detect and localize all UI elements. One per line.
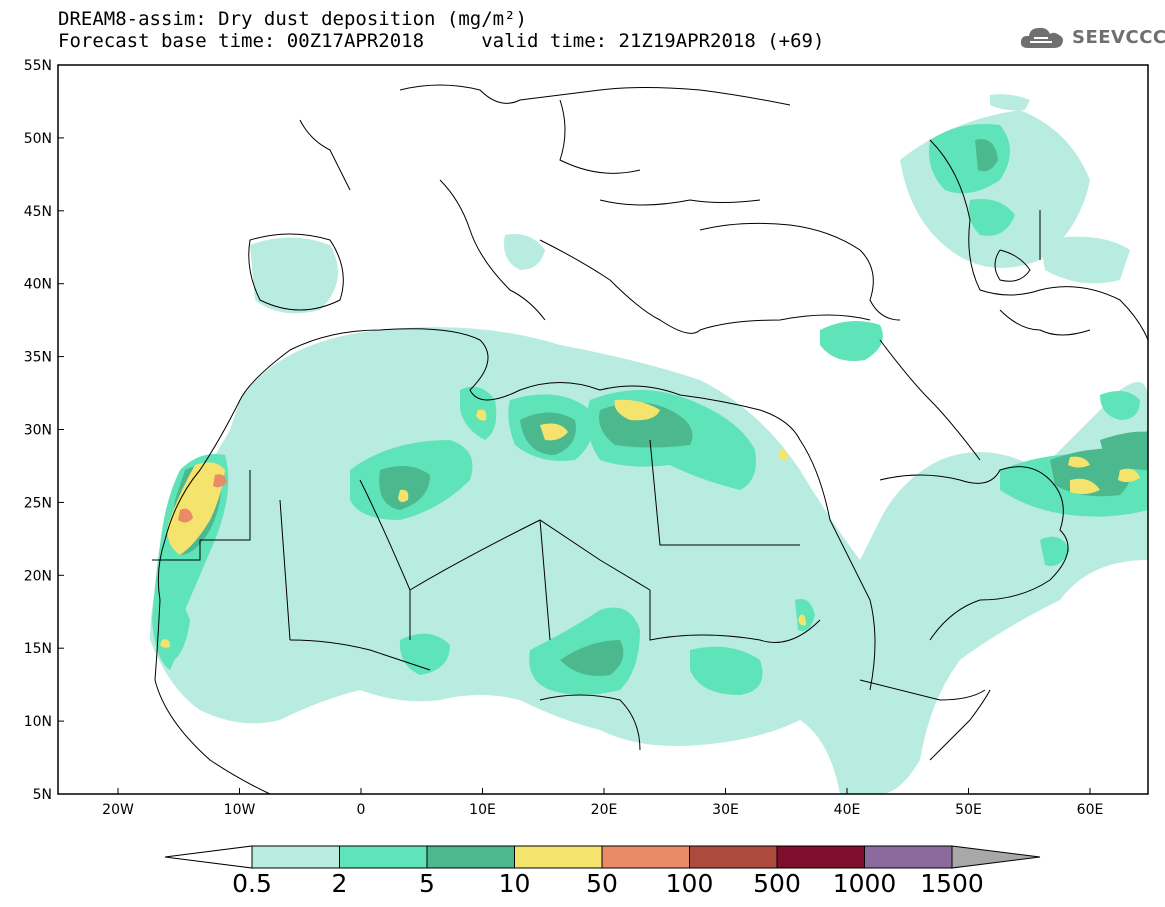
lat-label: 35N [24, 350, 52, 366]
colorbar-swatch [689, 845, 778, 869]
colorbar-high-arrow [951, 845, 1041, 869]
lon-label: 10W [224, 802, 256, 818]
colorbar-label: 0.5 [232, 869, 272, 898]
lat-label: 20N [24, 568, 52, 584]
colorbar-swatch [864, 845, 953, 869]
lon-label: 60E [1077, 802, 1104, 818]
colorbar-label: 1500 [920, 869, 984, 898]
colorbar-label: 500 [753, 869, 801, 898]
seevccc-logo: SEEVCCC [1018, 24, 1165, 50]
colorbar-label: 100 [666, 869, 714, 898]
colorbar-swatch [601, 845, 690, 869]
lat-label: 10N [24, 714, 52, 730]
lon-label: 10E [469, 802, 496, 818]
longitude-axis: 20W 10W 0 10E 20E 30E 40E 50E 60E [102, 788, 1103, 818]
coastlines-and-borders [152, 84, 1148, 794]
title-line-2: Forecast base time: 00Z17APR2018 valid t… [58, 30, 825, 52]
colorbar-label: 2 [332, 869, 348, 898]
lat-label: 40N [24, 277, 52, 293]
colorbar-label: 1000 [833, 869, 897, 898]
latitude-axis: 55N 50N 45N 40N 35N 30N 25N 20N 15N 10N 5N [24, 58, 64, 803]
dust-deposition-field [150, 94, 1148, 794]
lon-label: 20E [591, 802, 618, 818]
map-title: DREAM8-assim: Dry dust deposition (mg/m²… [58, 8, 824, 52]
deposition-band-10-50 [160, 399, 1140, 648]
lat-label: 25N [24, 495, 52, 511]
lat-label: 55N [24, 58, 52, 74]
title-line-1: DREAM8-assim: Dry dust deposition (mg/m²… [58, 8, 527, 30]
colorbar-swatch [514, 845, 603, 869]
colorbar-label: 50 [586, 869, 618, 898]
colorbar-swatch [426, 845, 515, 869]
lat-label: 15N [24, 641, 52, 657]
lon-label: 50E [955, 802, 982, 818]
lat-label: 45N [24, 204, 52, 220]
colorbar-swatch [339, 845, 428, 869]
lon-label: 0 [357, 802, 366, 818]
cloud-icon [1020, 27, 1063, 48]
lat-label: 30N [24, 423, 52, 439]
colorbar-swatch [776, 845, 865, 869]
colorbar-swatch [251, 845, 340, 869]
colorbar-label: 5 [419, 869, 435, 898]
lon-label: 30E [712, 802, 739, 818]
lat-label: 50N [24, 131, 52, 147]
colorbar: 0.5 2 5 10 50 100 500 1000 1500 [164, 845, 1041, 898]
lat-label: 5N [33, 787, 52, 803]
deposition-band-50-100 [178, 474, 227, 523]
lon-label: 40E [834, 802, 861, 818]
colorbar-label: 10 [499, 869, 531, 898]
colorbar-low-arrow [164, 845, 253, 869]
logo-text: SEEVCCC [1072, 26, 1165, 48]
lon-label: 20W [102, 802, 134, 818]
